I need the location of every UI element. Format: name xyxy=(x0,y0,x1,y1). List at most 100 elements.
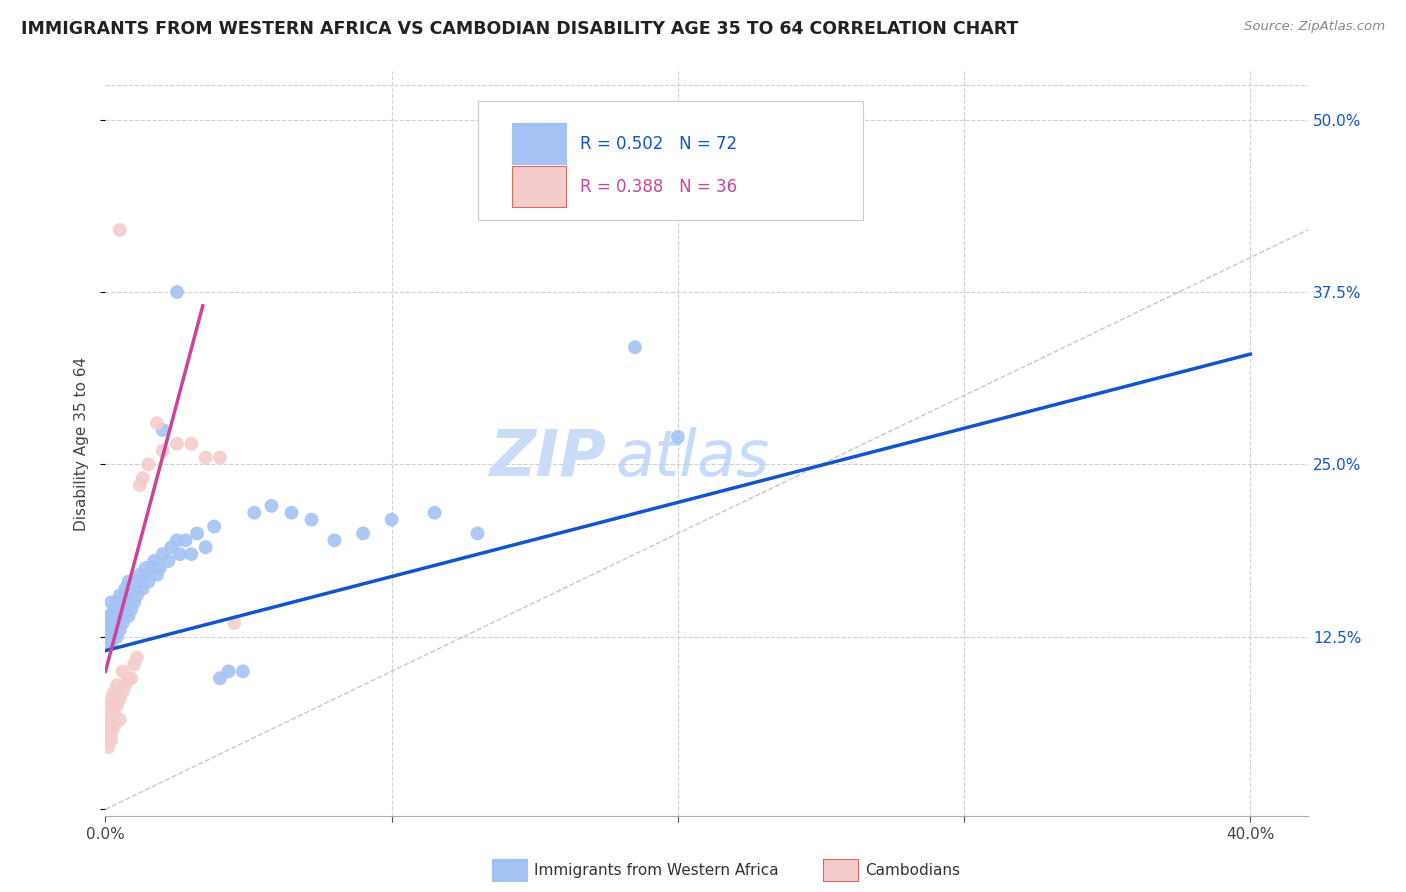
Point xyxy=(97,713,120,727)
Point xyxy=(108,623,131,637)
Point xyxy=(105,595,128,609)
Point xyxy=(120,671,142,685)
Point xyxy=(97,609,120,624)
Point xyxy=(280,506,302,520)
Point xyxy=(166,533,188,548)
Point xyxy=(152,423,174,437)
Point xyxy=(323,533,346,548)
Point xyxy=(125,650,148,665)
Point xyxy=(114,602,136,616)
Point xyxy=(186,526,208,541)
Point xyxy=(100,719,122,733)
Point xyxy=(108,609,131,624)
Point xyxy=(232,665,254,679)
Point xyxy=(117,609,139,624)
Point xyxy=(128,574,150,589)
Point xyxy=(100,726,122,740)
Point xyxy=(105,678,128,692)
Point xyxy=(103,602,125,616)
Point xyxy=(97,733,120,747)
Point xyxy=(100,609,122,624)
Point xyxy=(122,595,145,609)
Point xyxy=(103,706,125,720)
Point xyxy=(97,630,120,644)
Point xyxy=(111,685,134,699)
Point xyxy=(103,623,125,637)
Point xyxy=(114,589,136,603)
Point xyxy=(100,692,122,706)
Point xyxy=(103,630,125,644)
Point xyxy=(131,471,153,485)
Point xyxy=(122,582,145,596)
Point xyxy=(194,540,217,554)
Point xyxy=(138,458,160,472)
Point xyxy=(381,513,404,527)
Point xyxy=(169,547,191,561)
FancyBboxPatch shape xyxy=(478,101,863,220)
Point xyxy=(111,609,134,624)
Point xyxy=(146,416,169,430)
FancyBboxPatch shape xyxy=(512,166,565,207)
Point xyxy=(180,547,202,561)
Text: Source: ZipAtlas.com: Source: ZipAtlas.com xyxy=(1244,20,1385,33)
Point xyxy=(97,726,120,740)
Point xyxy=(128,567,150,582)
Point xyxy=(103,719,125,733)
Point xyxy=(100,698,122,713)
Point xyxy=(108,602,131,616)
Point xyxy=(352,526,374,541)
Point xyxy=(111,616,134,631)
Point xyxy=(108,589,131,603)
Point xyxy=(105,609,128,624)
Y-axis label: Disability Age 35 to 64: Disability Age 35 to 64 xyxy=(75,357,90,531)
Point xyxy=(103,616,125,631)
Point xyxy=(114,678,136,692)
Point xyxy=(125,589,148,603)
Point xyxy=(122,657,145,672)
Point xyxy=(218,665,240,679)
Point xyxy=(100,616,122,631)
Point xyxy=(224,616,246,631)
Point xyxy=(152,443,174,458)
Point xyxy=(100,637,122,651)
Point xyxy=(141,561,163,575)
Point xyxy=(138,574,160,589)
Point xyxy=(120,602,142,616)
Point xyxy=(114,582,136,596)
Point xyxy=(666,430,689,444)
Point xyxy=(117,595,139,609)
Text: ZIP: ZIP xyxy=(489,426,606,489)
Point xyxy=(105,630,128,644)
Point xyxy=(208,450,231,465)
Point xyxy=(111,595,134,609)
Point xyxy=(423,506,446,520)
Point xyxy=(108,713,131,727)
Point xyxy=(97,740,120,755)
Point xyxy=(100,623,122,637)
Text: IMMIGRANTS FROM WESTERN AFRICA VS CAMBODIAN DISABILITY AGE 35 TO 64 CORRELATION : IMMIGRANTS FROM WESTERN AFRICA VS CAMBOD… xyxy=(21,20,1018,37)
Point xyxy=(135,567,157,582)
Point xyxy=(103,685,125,699)
Point xyxy=(97,623,120,637)
Point xyxy=(108,692,131,706)
Point xyxy=(166,437,188,451)
Point xyxy=(166,285,188,299)
Point xyxy=(135,561,157,575)
Point xyxy=(160,540,183,554)
Point xyxy=(97,719,120,733)
Point xyxy=(111,665,134,679)
Point xyxy=(105,698,128,713)
Point xyxy=(120,589,142,603)
Point xyxy=(157,554,180,568)
Point xyxy=(117,574,139,589)
Point xyxy=(97,706,120,720)
Point xyxy=(100,733,122,747)
Point xyxy=(301,513,323,527)
Point xyxy=(105,616,128,631)
Text: R = 0.388   N = 36: R = 0.388 N = 36 xyxy=(581,178,737,196)
Point xyxy=(117,671,139,685)
FancyBboxPatch shape xyxy=(512,123,565,164)
Point xyxy=(260,499,283,513)
Point xyxy=(100,595,122,609)
Point xyxy=(131,582,153,596)
